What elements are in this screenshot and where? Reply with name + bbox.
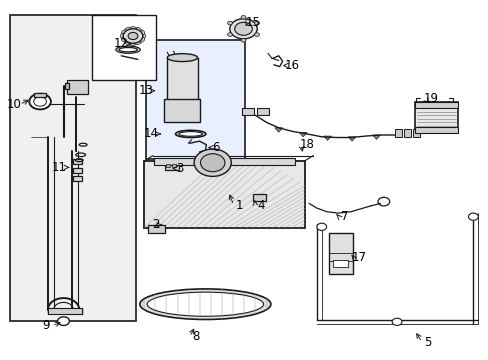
Circle shape: [121, 30, 129, 36]
Polygon shape: [274, 128, 282, 132]
Text: 19: 19: [423, 93, 438, 105]
Ellipse shape: [167, 54, 197, 62]
Polygon shape: [347, 137, 355, 141]
Circle shape: [124, 27, 132, 33]
Text: 9: 9: [42, 319, 50, 332]
Bar: [412, 129, 419, 137]
Ellipse shape: [179, 131, 202, 136]
Bar: [64, 83, 69, 89]
Bar: [10, 15, 136, 321]
Circle shape: [254, 33, 259, 36]
Ellipse shape: [116, 46, 140, 53]
Text: 17: 17: [351, 251, 366, 264]
Bar: [48, 308, 82, 314]
Circle shape: [229, 19, 257, 39]
Text: 11: 11: [52, 161, 67, 174]
Polygon shape: [323, 136, 331, 140]
Text: 15: 15: [245, 16, 260, 29]
Bar: [242, 108, 254, 115]
Circle shape: [123, 29, 142, 43]
Circle shape: [137, 30, 144, 36]
Text: 4: 4: [257, 199, 264, 212]
Circle shape: [29, 94, 51, 109]
Text: 16: 16: [285, 59, 299, 72]
Bar: [147, 225, 164, 233]
Circle shape: [391, 318, 401, 325]
Bar: [403, 129, 410, 137]
Text: 12: 12: [114, 37, 128, 50]
Text: 13: 13: [138, 84, 153, 97]
Circle shape: [121, 36, 129, 42]
Text: 5: 5: [423, 336, 431, 348]
Circle shape: [241, 15, 245, 19]
Text: 10: 10: [6, 98, 21, 111]
Bar: [172, 164, 176, 167]
Text: 18: 18: [299, 138, 314, 151]
Bar: [394, 129, 401, 137]
Text: 2: 2: [151, 219, 159, 231]
Circle shape: [316, 223, 326, 230]
Text: 14: 14: [144, 127, 159, 140]
Bar: [167, 58, 197, 101]
Circle shape: [129, 27, 137, 32]
Text: 3: 3: [176, 162, 183, 175]
Circle shape: [241, 39, 245, 42]
Ellipse shape: [119, 48, 137, 52]
Circle shape: [227, 21, 232, 25]
Bar: [67, 80, 88, 94]
Bar: [73, 159, 82, 164]
Ellipse shape: [147, 292, 263, 316]
Ellipse shape: [140, 289, 270, 320]
Bar: [253, 194, 265, 201]
Bar: [163, 99, 200, 122]
Polygon shape: [299, 132, 306, 137]
Circle shape: [468, 213, 477, 220]
Circle shape: [133, 27, 141, 33]
Bar: [145, 40, 245, 159]
Circle shape: [58, 317, 69, 325]
Circle shape: [138, 33, 145, 39]
Bar: [256, 108, 268, 115]
Text: 7: 7: [340, 210, 348, 223]
Bar: [73, 176, 82, 181]
Bar: [333, 260, 347, 267]
Circle shape: [133, 39, 141, 45]
Bar: [34, 93, 46, 97]
Circle shape: [129, 40, 137, 45]
Bar: [165, 163, 179, 170]
Circle shape: [194, 149, 231, 176]
Circle shape: [120, 33, 128, 39]
Bar: [414, 127, 457, 133]
Bar: [414, 102, 457, 133]
Circle shape: [227, 33, 232, 36]
Bar: [73, 168, 82, 173]
Circle shape: [137, 36, 144, 42]
Ellipse shape: [175, 130, 205, 138]
Bar: [166, 164, 170, 167]
Polygon shape: [372, 135, 380, 139]
Circle shape: [254, 21, 259, 25]
Bar: [154, 158, 294, 165]
Bar: [328, 233, 352, 274]
Text: 6: 6: [212, 141, 220, 154]
Circle shape: [200, 154, 224, 172]
Circle shape: [124, 39, 132, 45]
Bar: [414, 102, 457, 108]
Circle shape: [128, 32, 138, 40]
Circle shape: [234, 22, 252, 35]
Text: 8: 8: [191, 330, 199, 343]
Text: 1: 1: [235, 199, 243, 212]
Bar: [144, 161, 304, 228]
Bar: [92, 15, 156, 80]
